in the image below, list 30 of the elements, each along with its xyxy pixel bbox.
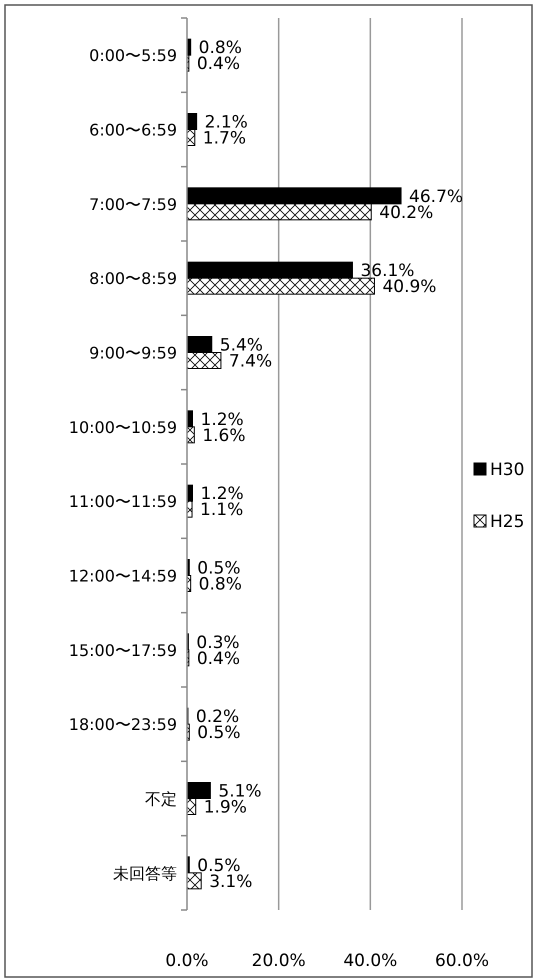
data-label: 1.7%: [202, 128, 246, 148]
y-tick-label: 0:00〜5:59: [89, 46, 177, 66]
data-label: 1.9%: [204, 798, 247, 818]
data-label: 1.6%: [202, 426, 246, 446]
y-tick-label: 6:00〜6:59: [89, 120, 177, 140]
data-label: 1.1%: [200, 500, 244, 520]
x-tick-label: 0.0%: [165, 951, 209, 971]
x-tick-label: 40.0%: [343, 951, 398, 971]
data-label: 0.8%: [198, 574, 242, 594]
x-tick-label: 20.0%: [252, 951, 306, 971]
y-tick-label: 7:00〜7:59: [89, 194, 177, 214]
data-label: 7.4%: [228, 352, 272, 372]
y-tick-label: 8:00〜8:59: [89, 269, 177, 288]
data-label: 40.9%: [382, 277, 436, 298]
y-tick-label: 10:00〜10:59: [68, 418, 177, 437]
legend-label: H25: [490, 512, 524, 532]
y-tick-label: 15:00〜17:59: [68, 640, 177, 660]
data-label: 0.4%: [196, 54, 240, 74]
data-label: 0.4%: [196, 648, 240, 669]
y-tick-label: 未回答等: [113, 864, 177, 883]
data-label: 0.5%: [197, 723, 240, 744]
data-label: 3.1%: [209, 872, 252, 892]
y-tick-label: 18:00〜23:59: [68, 715, 177, 734]
data-label: 40.2%: [379, 202, 434, 223]
y-tick-label: 不定: [145, 790, 177, 808]
y-tick-label: 11:00〜11:59: [68, 492, 177, 512]
y-tick-label: 12:00〜14:59: [68, 566, 177, 586]
y-tick-label: 9:00〜9:59: [89, 344, 177, 362]
x-tick-label: 60.0%: [434, 951, 490, 971]
legend-label: H30: [490, 460, 524, 480]
